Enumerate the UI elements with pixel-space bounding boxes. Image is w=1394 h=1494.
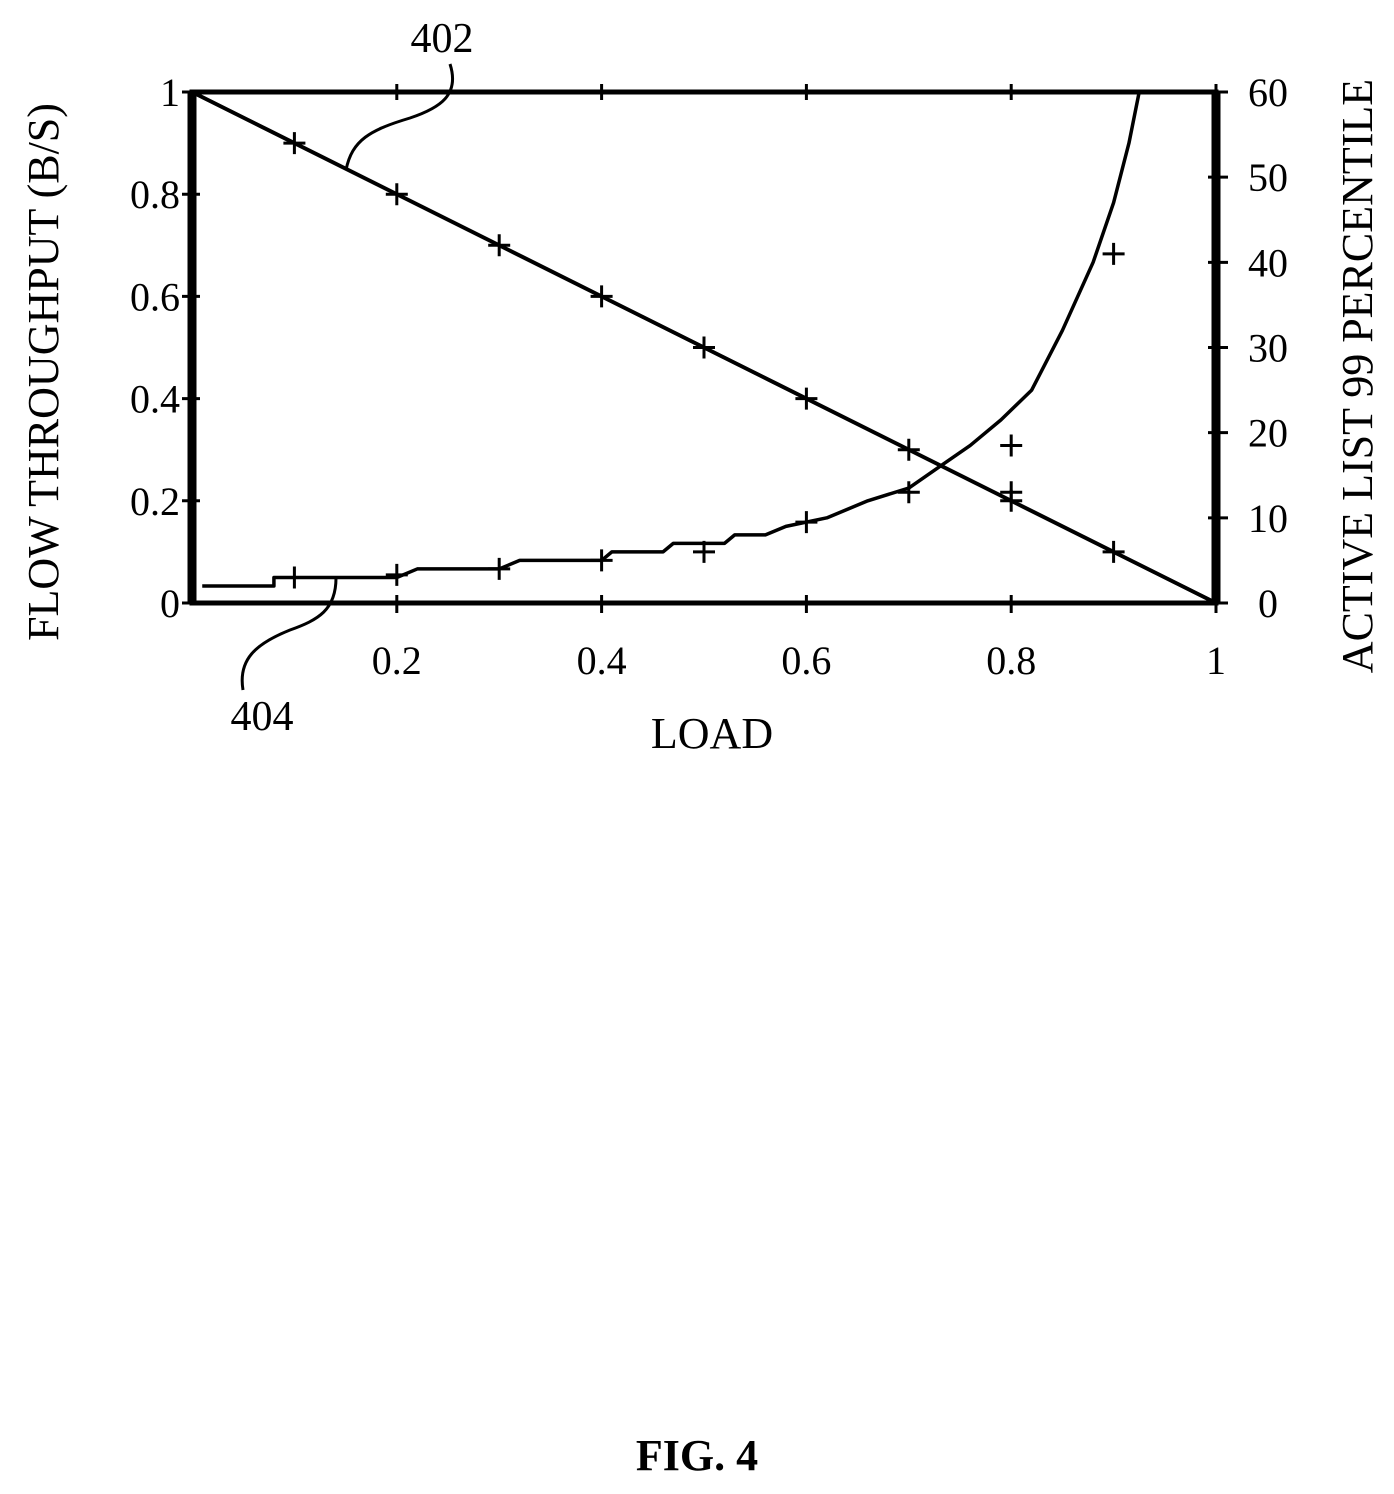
y-tick-label: 1: [160, 70, 180, 115]
series-2-marker: [385, 563, 408, 586]
y2-tick-label: 0: [1258, 581, 1278, 626]
y-tick-label: 0.4: [130, 377, 180, 422]
annotation-402-label: 402: [411, 16, 474, 62]
y2-tick-label: 30: [1248, 326, 1288, 371]
series-1-marker: [897, 438, 920, 461]
series-2-marker: [897, 481, 920, 504]
series-1-marker: [693, 336, 715, 359]
series-2-marker: [590, 549, 613, 572]
series-2-line: [202, 91, 1141, 588]
series-2-marker: [795, 511, 818, 534]
series-1-marker: [488, 234, 511, 257]
y-tick-label: 0: [160, 581, 180, 626]
markers: [283, 132, 1125, 589]
series-2-marker: [693, 540, 715, 563]
series-1-marker: [283, 132, 306, 155]
x-tick-label: 0.8: [986, 638, 1036, 683]
labels: LOAD FLOW THROUGHPUT (B/S) ACTIVE LIST 9…: [19, 16, 1382, 758]
y2-tick-label: 10: [1248, 496, 1288, 541]
series-1-marker: [1102, 540, 1125, 563]
x-tick-label: 0.6: [781, 638, 831, 683]
y-tick-label: 0.6: [130, 274, 180, 319]
y-tick-label: 0.2: [130, 479, 180, 524]
y-tick-label: 0.8: [130, 172, 180, 217]
annotation-404-leader: [240, 577, 338, 691]
x-axis-label: LOAD: [651, 709, 773, 758]
series-2-marker: [1000, 481, 1023, 504]
series-2-marker: [1102, 242, 1125, 265]
x-tick-label: 0.4: [577, 638, 627, 683]
series-2-marker: [283, 566, 306, 589]
series-1-marker: [385, 183, 408, 206]
y2-axis-label: ACTIVE LIST 99 PERCENTILE: [1333, 79, 1382, 673]
y2-tick-label: 20: [1248, 411, 1288, 456]
series-2-marker: [488, 557, 511, 580]
y-axis-label: FLOW THROUGHPUT (B/S): [19, 103, 68, 641]
x-tick-label: 1: [1206, 638, 1226, 683]
y2-tick-label: 40: [1248, 240, 1288, 285]
annotation-402-leader: [344, 63, 455, 171]
x-tick-label: 0.2: [372, 638, 422, 683]
figure-caption: FIG. 4: [635, 1431, 759, 1480]
series-2-marker: [1000, 434, 1023, 457]
annotation-404-label: 404: [231, 694, 294, 740]
series-1-marker: [590, 285, 613, 308]
y2-tick-label: 50: [1248, 155, 1288, 200]
series-1-marker: [795, 387, 818, 410]
annotation-leaders: [240, 63, 455, 691]
y2-tick-label: 60: [1248, 70, 1288, 115]
